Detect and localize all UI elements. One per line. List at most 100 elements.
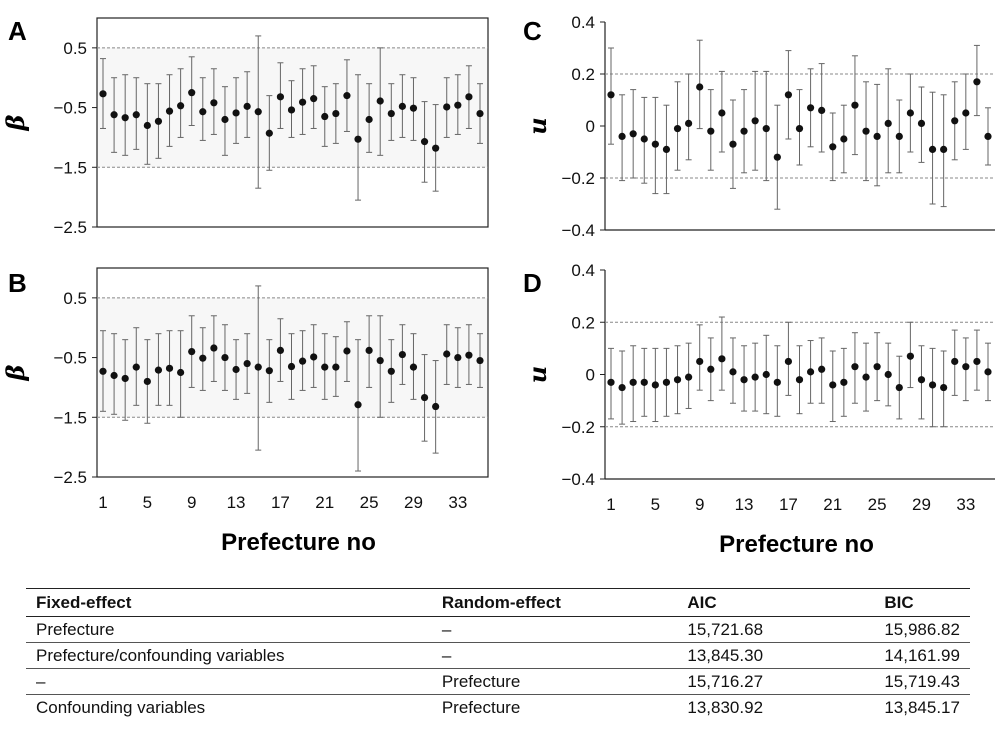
x-tick-label: 25: [360, 493, 379, 512]
data-point: [873, 363, 881, 371]
data-point: [873, 132, 881, 140]
data-point: [476, 356, 484, 365]
data-point: [365, 346, 373, 355]
cell-random-effect: –: [431, 642, 678, 669]
data-point: [762, 125, 770, 133]
data-point: [718, 109, 726, 117]
data-point: [829, 381, 837, 389]
data-point: [840, 378, 848, 386]
data-point: [310, 95, 318, 103]
data-point: [265, 129, 273, 137]
data-point: [343, 347, 351, 355]
data-point: [143, 377, 151, 386]
x-tick-label: 1: [98, 493, 107, 512]
data-point: [143, 121, 151, 130]
data-point: [862, 373, 870, 381]
data-point: [851, 363, 859, 371]
data-point: [154, 117, 163, 125]
y-tick-label: 0.5: [63, 289, 87, 308]
data-point: [154, 366, 163, 374]
y-axis-label: β: [1, 114, 30, 131]
header-random-effect: Random-effect: [431, 588, 678, 617]
x-tick-label: 29: [404, 493, 423, 512]
data-point: [818, 365, 826, 373]
x-tick-label: 13: [735, 495, 754, 514]
data-point: [121, 374, 129, 383]
panel-d: 0.4 0.2 0 −0.2 −0.4 Du 1 5 9 13 17 21 25 29 33 Prefectu…: [523, 261, 995, 558]
figure-panels: 0.5 −0.5 −1.5 −2.5 Aβ 0.5 −0.5 −1.5 −2.5 Bβ 1 5 9 13 1…: [1, 13, 995, 558]
data-point: [629, 130, 637, 138]
cell-aic: 15,716.27: [677, 668, 875, 695]
data-point: [884, 370, 892, 379]
data-point: [221, 115, 229, 124]
data-point: [376, 97, 384, 105]
y-tick-label: −0.2: [561, 169, 595, 188]
plot-frame: [96, 267, 489, 478]
data-point: [762, 370, 770, 379]
cell-bic: 15,719.43: [874, 668, 970, 695]
data-point: [618, 132, 626, 140]
data-point: [110, 111, 118, 119]
data-point: [795, 376, 804, 384]
y-tick-label: −2.5: [53, 468, 87, 487]
data-point: [199, 354, 207, 362]
table-row: Prefecture – 15,721.68 15,986.82: [26, 616, 970, 643]
data-point: [607, 91, 615, 99]
data-point: [707, 365, 715, 373]
data-point: [132, 111, 140, 119]
y-tick-label: 0: [586, 366, 595, 385]
data-point: [188, 348, 196, 356]
data-point: [696, 357, 704, 366]
cell-bic: 14,161.99: [874, 642, 970, 669]
data-point: [673, 125, 682, 133]
data-point: [795, 125, 804, 133]
data-point: [707, 127, 715, 135]
data-point: [818, 106, 826, 114]
data-point: [110, 371, 118, 380]
data-point: [840, 135, 848, 143]
data-point: [432, 144, 440, 152]
data-point: [962, 109, 970, 117]
data-point: [906, 352, 914, 360]
cell-aic: 15,721.68: [677, 616, 875, 643]
data-point: [895, 132, 903, 140]
y-tick-label: −0.5: [53, 99, 87, 118]
x-tick-label: 13: [227, 493, 246, 512]
cell-fixed-effect: Prefecture: [26, 616, 432, 643]
x-tick-label: 5: [143, 493, 152, 512]
data-point: [232, 365, 240, 374]
data-point: [662, 145, 671, 153]
y-tick-label: −0.5: [53, 349, 87, 368]
data-point: [443, 103, 451, 111]
panel-label: C: [523, 16, 542, 46]
data-point: [673, 376, 682, 384]
data-point: [343, 92, 351, 100]
data-point: [254, 363, 262, 371]
data-point: [310, 353, 318, 361]
y-tick-label: 0.2: [571, 65, 595, 84]
y-tick-label: 0.5: [63, 39, 87, 58]
data-point: [751, 117, 759, 125]
data-point: [132, 363, 140, 371]
table-row: Confounding variables Prefecture 13,830.…: [26, 695, 970, 721]
data-point: [210, 344, 218, 352]
data-point: [951, 117, 959, 125]
data-point: [232, 109, 240, 117]
plot-frame: [96, 17, 489, 228]
data-point: [640, 378, 648, 386]
x-tick-label: 5: [651, 495, 660, 514]
data-point: [651, 140, 659, 148]
cell-bic: 13,845.17: [884, 698, 960, 717]
data-point: [221, 353, 229, 362]
data-point: [940, 145, 948, 153]
data-point: [409, 363, 418, 371]
data-point: [398, 350, 406, 359]
data-point: [243, 359, 251, 368]
header-aic: AIC: [677, 588, 875, 617]
data-point: [276, 93, 285, 101]
data-point: [729, 140, 737, 148]
data-point: [662, 378, 671, 386]
cell-fixed-effect: –: [26, 668, 432, 695]
data-point: [629, 378, 637, 386]
panel-label: D: [523, 268, 542, 298]
